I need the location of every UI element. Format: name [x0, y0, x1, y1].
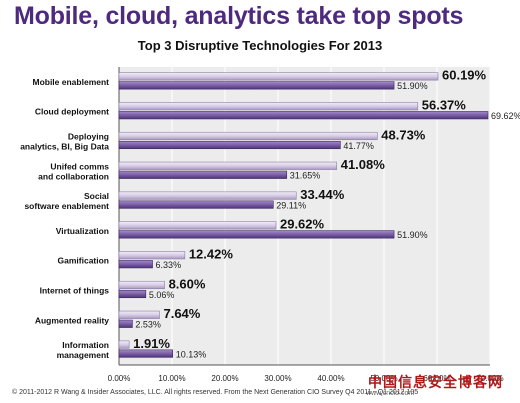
data-label-series-1: 29.62%: [280, 217, 325, 232]
bar-series-1: [118, 72, 439, 81]
x-tick-label: 10.00%: [158, 374, 185, 383]
category-label: Information: [62, 340, 109, 350]
category-label: analytics, BI, Big Data: [20, 142, 109, 152]
x-tick-label: 60.00%: [423, 374, 450, 383]
data-label-series-1: 60.19%: [442, 68, 487, 83]
data-label-series-2: 10.13%: [176, 349, 207, 359]
bar-series-1: [118, 102, 419, 111]
category-label: software enablement: [24, 201, 109, 211]
category-label: Virtualization: [56, 226, 109, 236]
category-label: management: [57, 350, 110, 360]
data-label-series-2: 5.06%: [149, 290, 175, 300]
bar-series-2: [118, 319, 133, 328]
bar-series-2: [118, 349, 173, 358]
bar-series-1: [118, 191, 297, 200]
page-title: Mobile, cloud, analytics take top spots: [14, 2, 464, 30]
data-label-series-1: 48.73%: [381, 127, 426, 142]
watermark-url: www.cncio.com: [366, 390, 415, 397]
data-label-series-2: 29.11%: [276, 200, 306, 210]
chart-title: Top 3 Disruptive Technologies For 2013: [137, 38, 383, 53]
bar-series-2: [118, 111, 489, 120]
category-label: Deploying: [68, 132, 109, 142]
bar-series-1: [118, 161, 338, 170]
data-label-series-2: 2.53%: [135, 320, 161, 330]
category-label: Unifed comms: [50, 161, 109, 171]
category-label: Gamification: [58, 256, 109, 266]
data-label-series-1: 7.64%: [163, 306, 200, 321]
category-label: Cloud deployment: [35, 107, 109, 117]
data-label-series-2: 51.90%: [397, 230, 428, 240]
watermark-logo: 中国信息安全博客网: [368, 375, 503, 391]
bar-series-2: [118, 170, 288, 179]
category-label: Augmented reality: [35, 315, 109, 325]
category-label: and collaboration: [38, 171, 109, 181]
category-label: Social: [84, 191, 109, 201]
category-label: Internet of things: [40, 286, 110, 296]
category-label: Mobile enablement: [32, 77, 109, 87]
x-tick-label: 50.00%: [370, 374, 397, 383]
data-label-series-1: 33.44%: [300, 187, 345, 202]
bar-series-2: [118, 140, 341, 150]
bar-series-2: [118, 260, 153, 269]
data-label-series-2: 69.62%: [491, 111, 520, 121]
x-tick-label: 40.00%: [317, 374, 344, 383]
x-tick-label: 70.00%: [476, 374, 503, 383]
data-label-series-2: 41.77%: [343, 141, 374, 151]
bar-series-1: [118, 131, 378, 141]
data-label-series-2: 31.65%: [290, 171, 321, 181]
x-tick-label: 20.00%: [211, 374, 238, 383]
bar-series-2: [118, 230, 395, 239]
data-label-series-1: 41.08%: [341, 157, 386, 172]
bar-series-2: [118, 289, 147, 299]
data-label-series-2: 51.90%: [397, 81, 428, 91]
copyright-footer: © 2011-2012 R Wang & Insider Associates,…: [12, 389, 419, 396]
x-tick-label: 0.00%: [108, 374, 131, 383]
x-tick-label: 30.00%: [264, 374, 291, 383]
bar-series-1: [118, 340, 130, 349]
bar-series-2: [118, 81, 395, 90]
data-label-series-1: 12.42%: [189, 246, 234, 261]
bar-series-1: [118, 251, 186, 260]
bar-series-1: [118, 280, 165, 290]
bar-series-1: [118, 310, 160, 319]
data-label-series-1: 8.60%: [169, 276, 206, 291]
bar-series-1: [118, 221, 277, 230]
bar-series-2: [118, 200, 274, 209]
data-label-series-1: 1.91%: [133, 336, 170, 351]
data-label-series-1: 56.37%: [422, 97, 467, 112]
data-label-series-2: 6.33%: [156, 260, 182, 270]
